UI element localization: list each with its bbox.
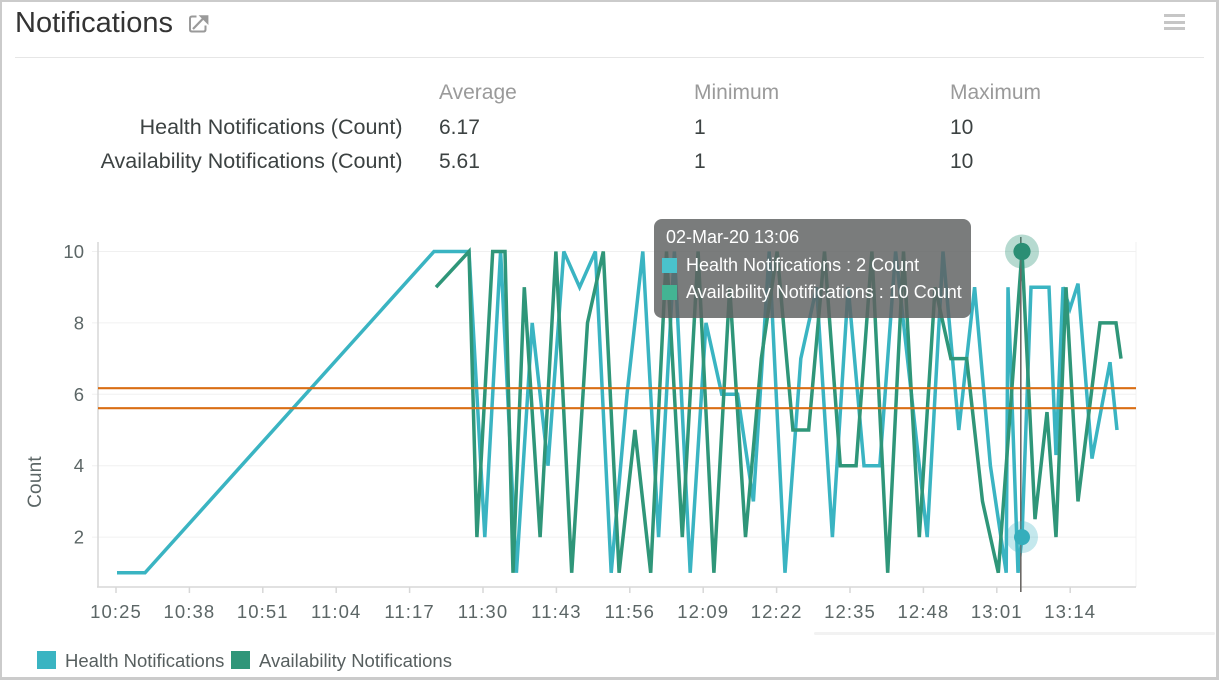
svg-text:11:17: 11:17 bbox=[384, 601, 434, 622]
svg-text:2: 2 bbox=[74, 527, 84, 548]
svg-text:13:14: 13:14 bbox=[1044, 601, 1096, 622]
svg-text:12:35: 12:35 bbox=[824, 601, 876, 622]
svg-text:11:56: 11:56 bbox=[605, 601, 655, 622]
svg-text:12:48: 12:48 bbox=[898, 601, 950, 622]
svg-text:10:51: 10:51 bbox=[237, 601, 289, 622]
svg-text:6: 6 bbox=[74, 384, 84, 405]
svg-text:13:01: 13:01 bbox=[971, 601, 1023, 622]
svg-text:Count: Count bbox=[25, 456, 46, 508]
svg-text:12:22: 12:22 bbox=[751, 601, 803, 622]
svg-text:11:30: 11:30 bbox=[458, 601, 508, 622]
svg-text:8: 8 bbox=[74, 312, 84, 333]
svg-text:10:25: 10:25 bbox=[90, 601, 142, 622]
svg-text:4: 4 bbox=[74, 455, 84, 476]
svg-text:Health Notifications: Health Notifications bbox=[65, 650, 224, 671]
svg-text:11:04: 11:04 bbox=[311, 601, 361, 622]
svg-text:11:43: 11:43 bbox=[531, 601, 581, 622]
svg-text:10:38: 10:38 bbox=[164, 601, 216, 622]
svg-text:Availability Notifications: Availability Notifications bbox=[259, 650, 452, 671]
svg-text:12:09: 12:09 bbox=[677, 601, 729, 622]
svg-text:10: 10 bbox=[63, 241, 84, 262]
